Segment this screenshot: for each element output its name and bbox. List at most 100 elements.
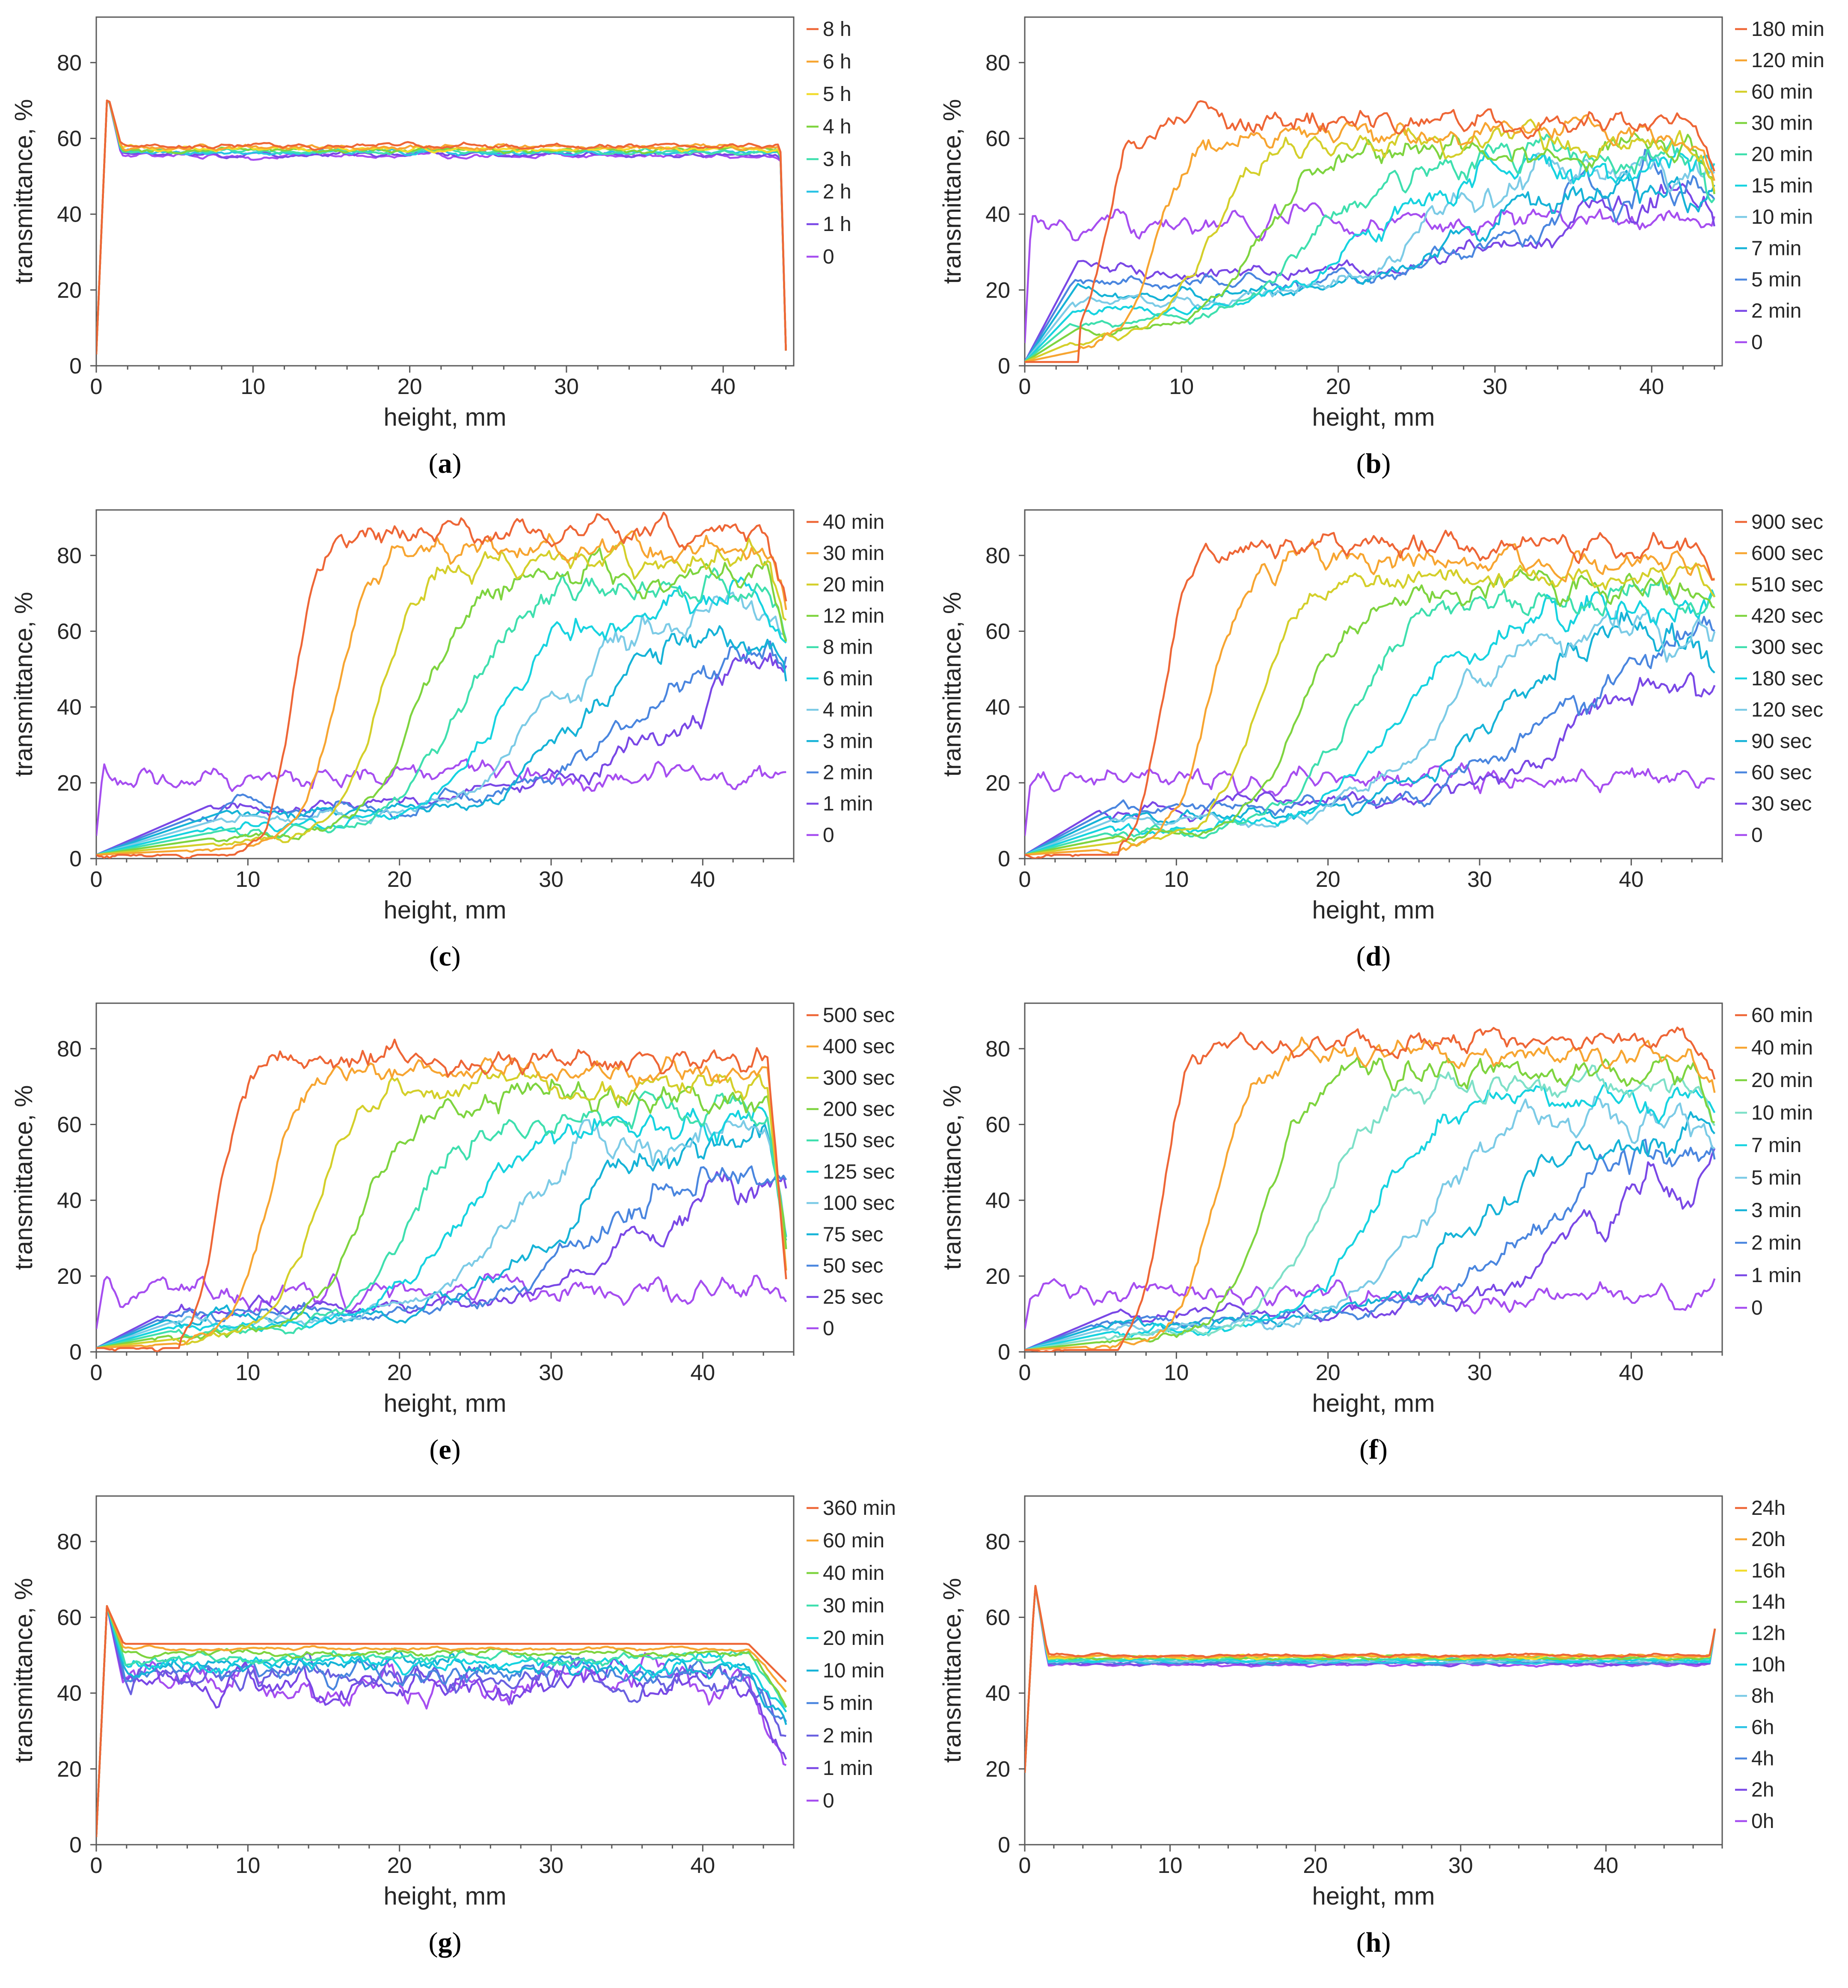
series-line-0 [1025, 762, 1715, 836]
series-line-8-min [96, 567, 787, 856]
caption-close: ) [451, 941, 461, 972]
series-line-420-sec [1025, 569, 1715, 856]
series-lines [1025, 1026, 1716, 1352]
chart-panel-c: 0 20 40 60 80 0 10 20 30 40 height, mm transmittanc… [10, 509, 884, 972]
legend-label: 500 sec [823, 1004, 895, 1027]
legend-label: 2 h [823, 181, 851, 203]
x-tick-label: 0 [1019, 1360, 1031, 1385]
series-line-500-sec [96, 1038, 787, 1352]
y-axis-title: transmittance, % [10, 592, 38, 777]
y-tick-label: 60 [57, 1112, 82, 1137]
series-line-1-h [96, 99, 787, 355]
series-line-60-min [1025, 119, 1715, 363]
y-tick-label: 60 [57, 619, 82, 644]
legend-label: 75 sec [823, 1223, 883, 1246]
series-line-900-sec [1025, 530, 1715, 859]
x-tick-label: 30 [539, 867, 564, 892]
x-tick-label: 10 [235, 867, 260, 892]
caption-open: ( [1356, 941, 1366, 972]
legend-label: 1 h [823, 213, 851, 236]
series-line-20-min [96, 537, 787, 856]
legend-label: 15 min [1751, 175, 1813, 197]
series-line-75-sec [96, 1123, 787, 1349]
series-line-150-sec [96, 1090, 787, 1349]
series-line-10-min [1025, 152, 1715, 363]
legend-label: 8 min [823, 636, 873, 659]
legend-label: 20 min [823, 573, 884, 596]
legend-label: 10 min [1751, 206, 1813, 228]
plot-frame [1024, 509, 1723, 859]
legend-label: 3 h [823, 148, 851, 171]
series-line-10h [1025, 1585, 1716, 1773]
caption-close: ) [452, 1927, 462, 1958]
x-tick-label: 30 [539, 1853, 564, 1878]
series-line-60-sec [1025, 616, 1715, 856]
series-line-25-sec [96, 1171, 787, 1349]
caption-letter: f [1369, 1434, 1379, 1465]
legend-label: 300 sec [1751, 636, 1823, 659]
chart-panel-a: 0 20 40 60 80 0 10 20 30 40 height, mm transmittanc… [10, 16, 851, 479]
legend-label: 24h [1751, 1497, 1786, 1520]
series-line-60-min [96, 1605, 787, 1837]
panel-caption: (a) [429, 448, 462, 479]
y-tick-label: 40 [57, 202, 82, 227]
series-line-30-sec [1025, 672, 1716, 856]
y-axis-title: transmittance, % [938, 1085, 966, 1270]
caption-open: ( [1359, 1434, 1369, 1465]
series-line-50-sec [96, 1165, 787, 1349]
legend-label: 180 sec [1751, 667, 1823, 690]
x-tick-label: 10 [240, 374, 265, 399]
y-tick-label: 80 [57, 50, 82, 75]
x-tick-label: 0 [90, 374, 103, 399]
legend-label: 25 sec [823, 1286, 883, 1309]
caption-close: ) [1381, 448, 1391, 479]
legend-label: 40 min [823, 511, 884, 533]
series-line-1-min [96, 652, 787, 856]
plot-frame [1024, 1002, 1723, 1353]
x-tick-label: 30 [554, 374, 579, 399]
legend-label: 30 min [823, 1594, 884, 1617]
y-tick-label: 20 [985, 1264, 1010, 1289]
legend-label: 0 [823, 824, 834, 847]
legend-label: 3 min [823, 730, 873, 753]
series-line-0h [1025, 1585, 1716, 1773]
series-line-300-sec [1025, 576, 1715, 856]
series-line-15-min [1025, 147, 1715, 363]
series-line-4-h [96, 99, 787, 355]
series-line-40-min [96, 1605, 787, 1837]
legend-label: 180 min [1751, 18, 1824, 41]
y-axis-title: transmittance, % [938, 1578, 966, 1763]
x-axis-title: height, mm [1312, 403, 1435, 431]
series-line-5-h [96, 99, 787, 355]
legend-label: 20h [1751, 1528, 1786, 1551]
series-line-40-min [1025, 1036, 1716, 1351]
series-line-20-min [96, 1605, 787, 1837]
legend-label: 90 sec [1751, 730, 1812, 753]
series-line-3-min [1025, 1111, 1715, 1351]
series-line-300-sec [96, 1069, 787, 1349]
series-lines [96, 512, 787, 859]
panel-caption: (f) [1359, 1434, 1388, 1465]
x-axis-title: height, mm [384, 1390, 507, 1417]
y-tick-label: 80 [57, 1037, 82, 1061]
x-tick-label: 20 [1316, 867, 1341, 892]
y-tick-label: 20 [57, 1264, 82, 1289]
legend-label: 300 sec [823, 1067, 895, 1089]
series-line-400-sec [96, 1056, 787, 1349]
legend-label: 900 sec [1751, 511, 1823, 533]
y-tick-label: 80 [985, 1037, 1010, 1061]
legend-label: 600 sec [1751, 542, 1823, 565]
plot-frame [95, 1495, 795, 1846]
caption-open: ( [429, 1927, 438, 1958]
series-line-600-sec [1025, 539, 1715, 856]
series-line-20-min [1025, 133, 1715, 363]
x-tick-label: 10 [235, 1360, 260, 1385]
legend-label: 8 h [823, 18, 851, 41]
legend-label: 12 min [823, 605, 884, 628]
y-tick-label: 40 [57, 695, 82, 720]
legend-label: 360 min [823, 1497, 896, 1520]
y-tick-label: 80 [57, 543, 82, 568]
y-tick-label: 60 [57, 1605, 82, 1630]
series-line-30-min [96, 530, 787, 856]
x-tick-label: 20 [1316, 1360, 1341, 1385]
